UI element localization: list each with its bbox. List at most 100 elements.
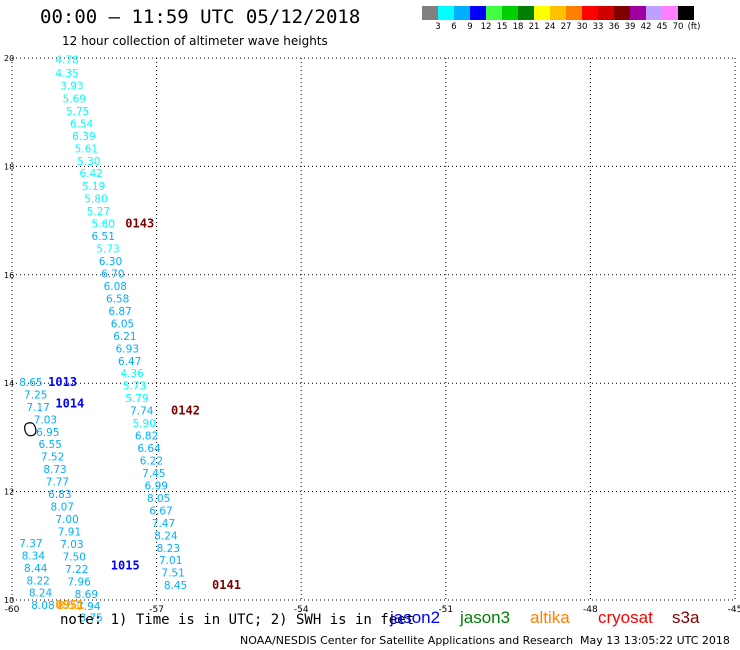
color-swatch — [582, 6, 598, 20]
swh-value-label: 7.51 — [161, 568, 184, 580]
island-outline — [24, 422, 37, 437]
color-scale-label: 42 — [640, 22, 652, 32]
pass-time-label: 0142 — [171, 404, 200, 418]
swh-value-label: 6.51 — [92, 231, 115, 243]
pass-time-label: 1013 — [48, 375, 77, 389]
lat-tick-label: 10 — [4, 596, 14, 605]
swh-value-label: 7.47 — [152, 518, 175, 530]
swh-value-label: 7.94 — [77, 601, 101, 613]
lat-tick-label: 16 — [4, 271, 14, 280]
swh-value-label: 7.77 — [46, 477, 69, 489]
swh-value-label: 7.37 — [19, 538, 42, 550]
swh-value-label: 7.52 — [41, 452, 64, 464]
pass-time-label: 1015 — [111, 559, 140, 573]
color-swatch — [550, 6, 566, 20]
swh-value-label: 6.58 — [106, 293, 129, 305]
swh-value-label: 7.74 — [130, 406, 154, 418]
page-subtitle: 12 hour collection of altimeter wave hei… — [62, 34, 328, 48]
swh-value-label: 6.21 — [113, 331, 136, 343]
swh-value-label: 8.44 — [24, 563, 48, 575]
swh-value-label: 7.01 — [159, 555, 182, 567]
color-swatch — [454, 6, 470, 20]
satellite-legend-jason2: jason2 — [390, 608, 441, 627]
lon-tick-label: -54 — [294, 605, 309, 615]
color-scale-label: 30 — [576, 22, 588, 32]
swh-value-label: 6.47 — [118, 356, 141, 368]
swh-value-label: 6.64 — [137, 443, 161, 455]
color-scale-label: 9 — [467, 22, 473, 32]
swh-value-label: 8.73 — [43, 464, 66, 476]
lat-tick-label: 12 — [4, 488, 14, 497]
swh-value-label: 6.87 — [108, 306, 131, 318]
color-scale-label: 3 — [435, 22, 441, 32]
color-swatch — [470, 6, 486, 20]
swh-value-label: 6.99 — [145, 480, 168, 492]
swh-value-label: 5.30 — [77, 156, 100, 168]
lat-tick-label: 14 — [4, 379, 14, 388]
lon-tick-label: -51 — [438, 605, 453, 615]
lat-tick-label: 18 — [4, 162, 14, 171]
color-scale-label: 36 — [608, 22, 620, 32]
swh-value-label: 7.03 — [60, 539, 83, 551]
lon-tick-label: -57 — [149, 605, 164, 615]
swh-value-label: 5.73 — [123, 381, 146, 393]
satellite-legend-jason3: jason3 — [460, 608, 511, 627]
swh-value-label: 6.05 — [111, 318, 134, 330]
color-swatch — [630, 6, 646, 20]
swh-value-label: 5.60 — [92, 219, 115, 231]
swh-value-label: 8.08 — [31, 600, 54, 612]
swh-value-label: 8.24 — [29, 588, 53, 600]
swh-value-label: 8.75 — [79, 613, 102, 625]
lon-tick-label: -60 — [5, 605, 20, 615]
lat-tick-label: 20 — [4, 54, 14, 63]
swh-value-label: 7.50 — [63, 551, 86, 563]
color-swatch — [598, 6, 614, 20]
swh-value-label: 6.55 — [39, 439, 62, 451]
color-swatch — [534, 6, 550, 20]
swh-value-label: 8.69 — [75, 589, 98, 601]
swh-value-label: 4.36 — [120, 368, 144, 380]
color-scale-label: 45 — [656, 22, 668, 32]
color-swatch — [502, 6, 518, 20]
swh-value-label: 5.75 — [66, 106, 89, 118]
swh-value-label: 8.45 — [164, 580, 187, 592]
swh-value-label: 6.42 — [79, 168, 102, 180]
color-scale-label: 70 — [672, 22, 684, 32]
pass-time-label: 1014 — [55, 397, 84, 411]
color-scale-label: 24 — [544, 22, 556, 32]
color-scale-labels: 3 6 9 12 15 18 21 24 27 30 33 36 39 42 45 70 (ft) — [422, 22, 740, 36]
color-scale-label: 39 — [624, 22, 636, 32]
color-scale-label: 15 — [496, 22, 508, 32]
swh-value-label: 7.22 — [65, 564, 88, 576]
swh-value-label: 7.96 — [67, 576, 91, 588]
pass-time-label: 0143 — [125, 217, 154, 231]
swh-value-label: 7.25 — [24, 389, 47, 401]
swh-value-label: 7.45 — [142, 468, 165, 480]
swh-value-label: 6.82 — [135, 431, 158, 443]
swh-value-label: 6.08 — [104, 281, 127, 293]
color-scale-label: 6 — [451, 22, 457, 32]
credit-line: NOAA/NESDIS Center for Satellite Applica… — [240, 634, 574, 647]
swh-value-label: 4.78 — [55, 54, 78, 66]
swh-value-label: 8.24 — [154, 530, 178, 542]
swh-value-label: 7.91 — [58, 527, 81, 539]
swh-value-label: 6.22 — [140, 456, 163, 468]
color-swatch — [518, 6, 534, 20]
color-scale-label: 18 — [512, 22, 524, 32]
swh-value-label: 5.19 — [82, 181, 105, 193]
page-title: 00:00 – 11:59 UTC 05/12/2018 — [40, 6, 361, 28]
swh-value-label: 6.93 — [116, 343, 139, 355]
color-scale-label: 12 — [480, 22, 492, 32]
swh-value-label: 7.03 — [34, 414, 57, 426]
swh-value-label: 8.07 — [51, 502, 74, 514]
footnote: note: 1) Time is in UTC; 2) SWH is in fe… — [60, 612, 415, 628]
color-swatch — [614, 6, 630, 20]
color-scale-label: 33 — [592, 22, 604, 32]
swh-value-label: 6.95 — [36, 427, 59, 439]
swh-value-label: 5.73 — [96, 244, 119, 256]
satellite-legend-altika: altika — [530, 608, 570, 627]
satellite-legend-s3a: s3a — [672, 608, 700, 627]
pass-time-label: 0951 — [55, 598, 84, 612]
color-swatch — [646, 6, 662, 20]
